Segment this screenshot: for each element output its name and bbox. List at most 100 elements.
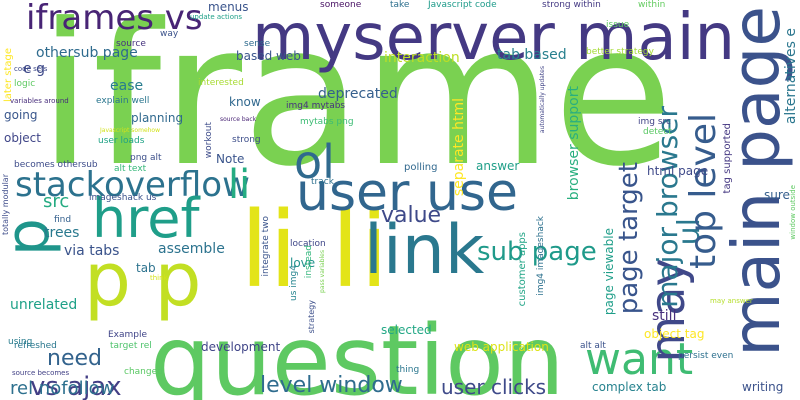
word-logic: logic <box>14 79 36 89</box>
word-may-answer: may answer <box>710 297 753 305</box>
word-object-tag: object tag <box>644 327 705 341</box>
word-answer: answer <box>476 159 520 173</box>
word-web-application: web application <box>454 340 549 354</box>
word-explain-well: explain well <box>96 96 150 106</box>
word-separate-html: separate html <box>451 98 467 197</box>
word-interested: interested <box>198 78 244 88</box>
word-href: href <box>92 187 200 250</box>
word-ease: ease <box>110 78 144 94</box>
word-automatically-updates: automatically updates <box>539 66 546 134</box>
word-note: Note <box>216 152 245 166</box>
word-becomes-othersub: becomes othersub <box>14 160 98 170</box>
word-writing: writing <box>742 380 784 394</box>
word-img4-mytabs: img4 mytabs <box>286 101 346 111</box>
word-imageshack-us: imageshack us <box>89 193 157 203</box>
word-ol: ol <box>294 135 335 189</box>
word-later-stage: later stage <box>3 48 14 103</box>
word-development: development <box>201 340 281 354</box>
word-javascript-somehow: Javascript somehow <box>100 127 161 134</box>
word-sense: sense <box>244 39 271 49</box>
word-stackoverflow: stackoverflow <box>15 165 250 205</box>
word-link: link <box>364 211 485 290</box>
word-li-li: li li <box>240 189 389 311</box>
word-take: take <box>390 0 410 10</box>
word-think: think <box>150 274 168 282</box>
word-unrelated: unrelated <box>10 297 78 313</box>
word-find: find <box>54 215 72 225</box>
word-know: know <box>229 95 261 109</box>
word-mytabs-png: mytabs png <box>300 117 354 127</box>
word-alt-text: alt text <box>114 164 147 174</box>
word-via-tabs: via tabs <box>64 243 120 259</box>
word-need: need <box>47 346 102 371</box>
word-update-actions: update actions <box>190 13 243 21</box>
word-iframe: iframe <box>38 0 674 210</box>
word-tab: tab <box>136 261 156 275</box>
word-integrate-two: integrate two <box>261 216 271 277</box>
word-img4-imageshack: img4 imageshack <box>536 216 546 296</box>
word-track: track <box>311 177 334 187</box>
word-target-rel: target rel <box>110 341 152 351</box>
word-love: love <box>290 256 316 270</box>
word-html-page: html page <box>647 164 709 178</box>
word-value: value <box>381 203 442 228</box>
word-instead: instead <box>304 245 314 279</box>
word-based-web: based web <box>236 49 301 63</box>
word-us-img4: us img4 <box>289 265 299 301</box>
word-within: within <box>638 0 666 10</box>
word-detect: detect <box>643 127 672 137</box>
word-strong: strong <box>232 135 261 145</box>
word-user-clicks: user clicks <box>441 375 547 399</box>
word-code-sets: code sets <box>14 65 48 73</box>
word-trees: trees <box>44 225 80 241</box>
word-want: want <box>585 334 694 385</box>
word-interaction: interaction <box>384 50 460 66</box>
word-customer-apps: customer apps <box>517 232 528 307</box>
word-source-becomes: source becomes <box>12 369 70 377</box>
word-tag-supported: tag supported <box>722 123 733 194</box>
word-way: way <box>160 29 179 39</box>
word-vs-ajax: vs ajax <box>30 372 122 400</box>
word-page-viewable: page viewable <box>602 228 616 316</box>
word-object: object <box>4 131 41 145</box>
word-rel-nofollow: rel nofollow <box>10 378 115 399</box>
word-still: still <box>652 308 677 324</box>
word-othersub-page: othersub page <box>36 45 138 61</box>
word-alternatives-e: alternatives e <box>783 28 799 125</box>
word-e-g: e g <box>23 61 45 77</box>
word-question: question <box>150 305 565 400</box>
word-changed: changed <box>124 367 163 377</box>
word-refreshed: refreshed <box>14 341 57 351</box>
word-javascript-code: Javascript code <box>428 0 497 10</box>
word-persist-even: persist even <box>678 351 734 361</box>
word-strong-within: strong within <box>542 0 601 10</box>
word-strategy: strategy <box>307 300 316 334</box>
word-li: li <box>228 162 251 208</box>
word-location: location <box>290 239 326 249</box>
word-planning: planning <box>131 111 184 125</box>
word-myserver-main: myserver main <box>252 1 736 75</box>
word-tab-based: tab based <box>497 47 567 63</box>
word-variables-around: variables around <box>10 97 69 105</box>
word-png-alt: png alt <box>130 153 162 163</box>
word-polling: polling <box>404 162 438 173</box>
word-iframes-vs: iframes vs <box>26 0 203 38</box>
word-thing: thing <box>396 365 420 375</box>
word-sure: sure <box>764 188 790 202</box>
word-deprecated: deprecated <box>318 86 398 102</box>
word-using: using <box>8 337 33 347</box>
word-menus: menus <box>208 0 249 14</box>
word-sub-page: sub page <box>477 237 597 267</box>
word-img-src: img src <box>638 117 671 127</box>
word-source-back: source back <box>220 116 257 123</box>
word-source: source <box>116 39 146 49</box>
word-complex-tab: complex tab <box>592 380 667 394</box>
word-p-p: p p <box>84 237 202 323</box>
word-user-loads: user loads <box>98 136 145 146</box>
word-assemble: assemble <box>158 241 225 257</box>
word-pass-variables: pass variables <box>319 250 326 293</box>
word-top-level: top level <box>683 113 724 270</box>
word-alt-alt: alt alt <box>580 341 606 351</box>
word-window-outside: window outside <box>789 185 797 240</box>
